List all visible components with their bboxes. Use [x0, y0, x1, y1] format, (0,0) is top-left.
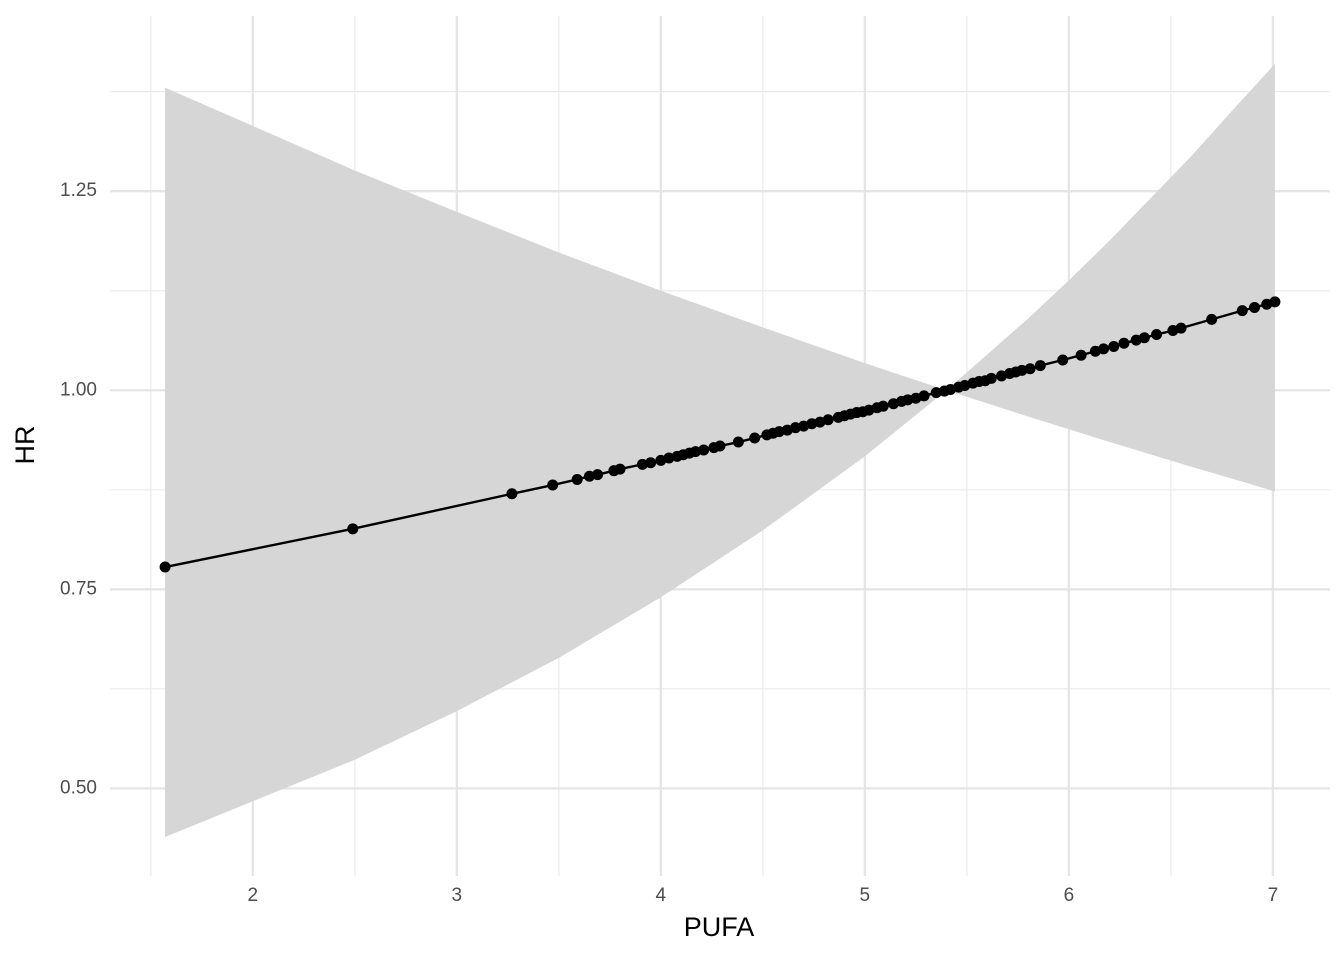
hr-point — [1249, 301, 1261, 313]
hr-point — [902, 394, 914, 406]
hr-point — [1206, 313, 1218, 325]
hr-point — [347, 523, 359, 535]
hr-point — [159, 561, 171, 573]
x-axis-title: PUFA — [684, 912, 755, 942]
x-tick-label: 6 — [1064, 885, 1075, 906]
hr-point — [789, 422, 801, 434]
y-tick-label: 0.75 — [60, 578, 97, 599]
hr-point — [698, 444, 710, 456]
hr-point — [1269, 296, 1281, 308]
x-tick-label: 3 — [452, 885, 463, 906]
hr-point — [918, 390, 930, 402]
hr-point — [1057, 354, 1069, 366]
hr-point — [1098, 343, 1110, 355]
hr-point — [749, 432, 761, 444]
hr-point — [1075, 349, 1087, 361]
hr-point — [1034, 360, 1046, 372]
hr-point — [1016, 364, 1028, 376]
hr-point — [1024, 363, 1036, 375]
hr-point — [877, 400, 889, 412]
hr-point — [506, 488, 518, 500]
hr-point — [663, 452, 675, 464]
x-tick-label: 4 — [656, 885, 667, 906]
hr-point — [1138, 332, 1150, 344]
x-tick-label: 7 — [1268, 885, 1279, 906]
hr-point — [614, 463, 626, 475]
y-tick-label: 1.00 — [60, 379, 97, 400]
y-tick-label: 0.50 — [60, 777, 97, 798]
hr-point — [571, 473, 583, 485]
hr-point — [1175, 322, 1187, 334]
hr-point — [592, 469, 604, 481]
hr-point — [645, 457, 657, 469]
hr-point — [1118, 337, 1130, 349]
marks — [159, 63, 1281, 837]
hr-point — [1151, 329, 1163, 341]
x-tick-label: 2 — [248, 885, 259, 906]
hr-point — [822, 414, 834, 426]
hr-point — [732, 436, 744, 448]
y-tick-label: 1.25 — [60, 180, 97, 201]
y-axis-title: HR — [10, 426, 40, 465]
hr-point — [930, 387, 942, 399]
hr-point — [806, 418, 818, 430]
hr-point — [547, 479, 559, 491]
x-tick-label: 5 — [860, 885, 871, 906]
hr-point — [583, 470, 595, 482]
hr-point — [1108, 340, 1120, 352]
hr-point — [985, 372, 997, 384]
hr-point — [690, 446, 702, 458]
hr-point — [636, 458, 648, 470]
hr-point — [773, 426, 785, 438]
hr-point — [1236, 305, 1248, 317]
hr-point — [714, 440, 726, 452]
